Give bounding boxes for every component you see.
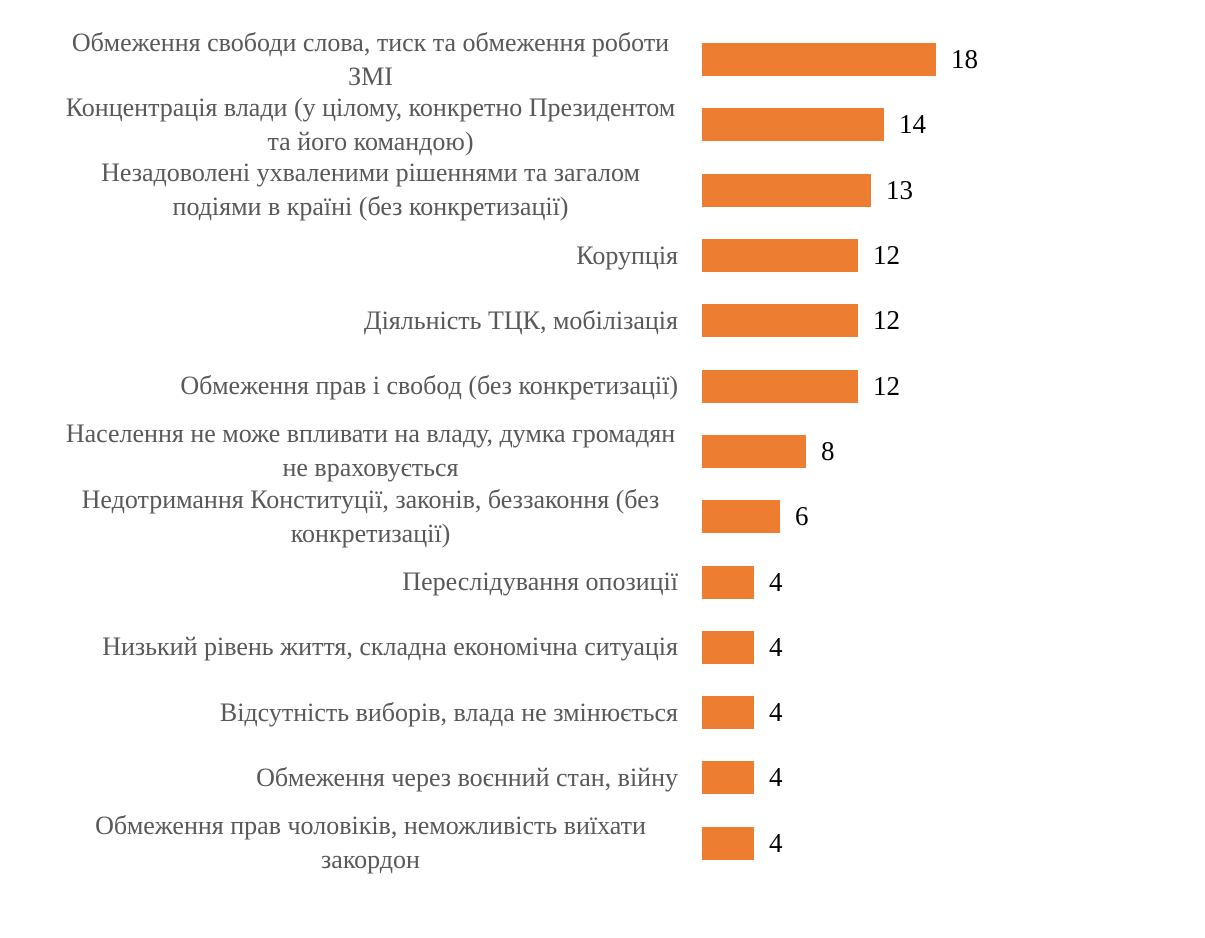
chart-row: Діяльність ТЦК, мобілізація 12 [0,288,1205,353]
category-label-cell: Обмеження прав чоловіків, неможливість в… [0,809,678,877]
bar [702,500,780,534]
category-label-cell: Низький рівень життя, складна економічна… [0,630,678,664]
value-label: 18 [951,44,978,75]
category-label-cell: Корупція [0,239,678,273]
chart-row: Концентрація влади (у цілому, конкретно … [0,92,1205,157]
chart-row: Обмеження прав і свобод (без конкретизац… [0,353,1205,418]
category-label-cell: Незадоволені ухваленими рішеннями та заг… [0,156,678,224]
value-label: 8 [821,435,835,466]
bar-area [702,43,936,77]
category-label: Населення не може впливати на владу, дум… [65,419,676,483]
category-label-cell: Концентрація влади (у цілому, конкретно … [0,91,678,159]
chart-row: Населення не може впливати на владу, дум… [0,419,1205,484]
category-label: Відсутність виборів, влада не змінюється [219,697,678,727]
category-label: Корупція [576,240,678,270]
value-label: 14 [899,109,926,140]
category-label: Діяльність ТЦК, мобілізація [363,305,678,335]
chart-row: Низький рівень життя, складна економічна… [0,615,1205,680]
bar [702,826,754,860]
bar [702,173,871,207]
value-label: 4 [769,762,783,793]
category-label-cell: Діяльність ТЦК, мобілізація [0,304,678,338]
value-label: 4 [769,631,783,662]
category-label: Обмеження свободи слова, тиск та обмежен… [71,27,670,91]
category-label-cell: Переслідування опозиції [0,565,678,599]
value-label: 4 [769,697,783,728]
chart-row: Недотримання Конституції, законів, безза… [0,484,1205,549]
category-label: Недотримання Конституції, законів, безза… [81,484,660,548]
chart-row: Обмеження свободи слова, тиск та обмежен… [0,27,1205,92]
bar-area [702,369,858,403]
category-label: Низький рівень життя, складна економічна… [102,632,678,662]
category-label: Незадоволені ухваленими рішеннями та заг… [101,158,640,222]
bar-area [702,761,754,795]
bar [702,369,858,403]
category-label: Обмеження прав чоловіків, неможливість в… [95,811,646,875]
category-label-cell: Населення не може впливати на владу, дум… [0,417,678,485]
bar [702,434,806,468]
category-label: Переслідування опозиції [402,567,678,597]
value-label: 13 [886,174,913,205]
category-label-cell: Обмеження свободи слова, тиск та обмежен… [0,26,678,94]
category-label: Обмеження через воєнний стан, війну [256,762,678,792]
bar-area [702,304,858,338]
value-label: 12 [873,240,900,271]
bar-area [702,565,754,599]
bar [702,630,754,664]
category-label: Обмеження прав і свобод (без конкретизац… [180,371,678,401]
bar-area [702,173,871,207]
bar-area [702,826,754,860]
value-label: 6 [795,501,809,532]
bar [702,239,858,273]
value-label: 4 [769,566,783,597]
value-label: 12 [873,305,900,336]
bar [702,43,936,77]
bar-area [702,500,780,534]
bar-rows: Обмеження свободи слова, тиск та обмежен… [0,27,1205,876]
bar-area [702,239,858,273]
bar-area [702,434,806,468]
bar [702,108,884,142]
chart-row: Незадоволені ухваленими рішеннями та заг… [0,158,1205,223]
category-label-cell: Обмеження прав і свобод (без конкретизац… [0,369,678,403]
chart-row: Переслідування опозиції 4 [0,549,1205,614]
bar [702,565,754,599]
bar-area [702,696,754,730]
chart-row: Обмеження прав чоловіків, неможливість в… [0,811,1205,876]
bar [702,696,754,730]
bar-area [702,108,884,142]
chart-row: Обмеження через воєнний стан, війну 4 [0,745,1205,810]
category-label-cell: Недотримання Конституції, законів, безза… [0,483,678,551]
bar [702,304,858,338]
bar [702,761,754,795]
value-label: 12 [873,370,900,401]
category-label-cell: Відсутність виборів, влада не змінюється [0,696,678,730]
chart-row: Корупція 12 [0,223,1205,288]
bar-area [702,630,754,664]
category-label: Концентрація влади (у цілому, конкретно … [65,92,676,156]
value-label: 4 [769,827,783,858]
category-label-cell: Обмеження через воєнний стан, війну [0,761,678,795]
chart-row: Відсутність виборів, влада не змінюється… [0,680,1205,745]
